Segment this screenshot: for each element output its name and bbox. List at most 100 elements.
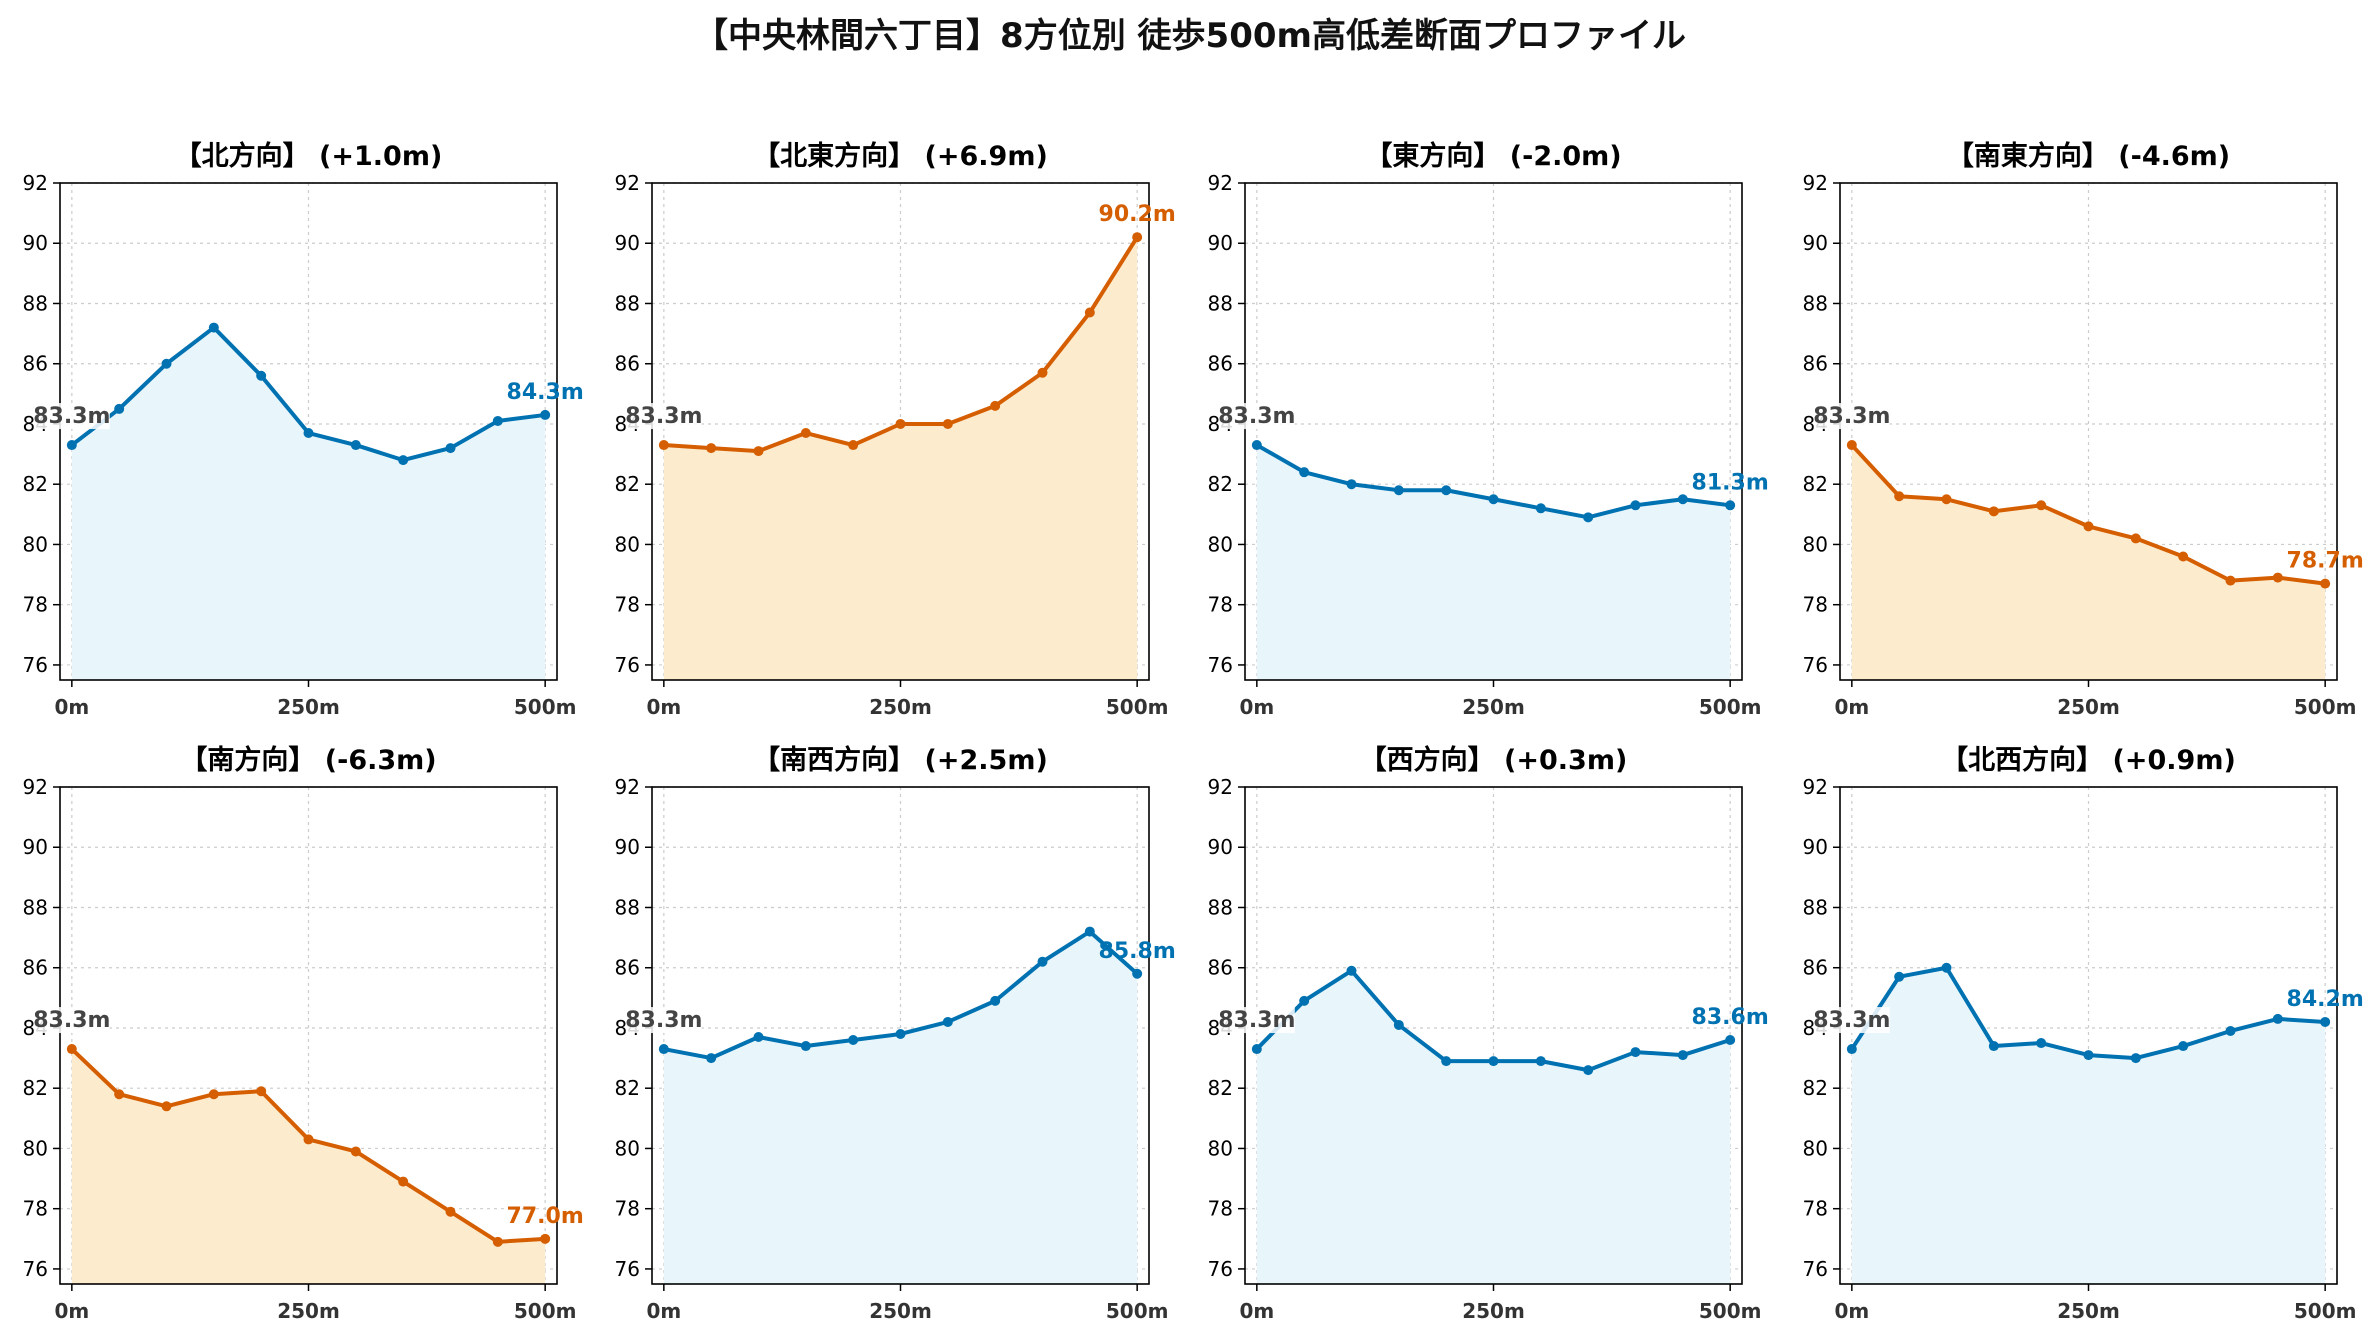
ytick-label: 82 <box>615 1076 640 1100</box>
elevation-point <box>1988 506 1999 517</box>
elevation-point <box>753 446 764 457</box>
elevation-point <box>2225 1025 2236 1036</box>
ytick-label: 92 <box>1803 171 1828 195</box>
elevation-point <box>706 1053 717 1064</box>
elevation-panel-0: 【北方向】 (+1.0m)7678808284868890920m250m500… <box>23 140 584 719</box>
elevation-area <box>71 327 546 680</box>
elevation-point <box>2225 575 2236 586</box>
elevation-point <box>2178 1041 2189 1052</box>
elevation-point <box>1846 440 1857 451</box>
ytick-label: 76 <box>1208 653 1233 677</box>
panel-title: 【南方向】 (-6.3m) <box>180 744 436 776</box>
panel-title: 【南東方向】 (-4.6m) <box>1947 140 2230 172</box>
elevation-point <box>1988 1041 1999 1052</box>
start-label-bg <box>625 403 702 430</box>
elevation-point <box>1037 956 1048 967</box>
ytick-label: 90 <box>23 835 48 859</box>
elevation-point <box>2036 1038 2047 1049</box>
ytick-label: 76 <box>615 1257 640 1281</box>
ytick-label: 82 <box>23 1076 48 1100</box>
elevation-point <box>2083 521 2094 532</box>
elevation-point <box>1846 1044 1857 1055</box>
ytick-label: 76 <box>1208 1257 1233 1281</box>
xtick-label: 500m <box>2294 1299 2357 1323</box>
xtick-label: 250m <box>869 695 932 719</box>
elevation-point <box>1535 503 1546 514</box>
elevation-point <box>753 1032 764 1043</box>
ytick-label: 80 <box>1803 532 1828 556</box>
start-label-bg <box>33 403 110 430</box>
ytick-label: 76 <box>1803 653 1828 677</box>
elevation-point <box>1084 307 1095 318</box>
xtick-label: 250m <box>869 1299 932 1323</box>
elevation-point <box>1251 440 1262 451</box>
elevation-point <box>990 995 1001 1006</box>
start-elevation-label: 83.3m <box>1813 404 1890 429</box>
start-label-bg <box>1813 1007 1890 1034</box>
ytick-label: 92 <box>1208 775 1233 799</box>
xtick-label: 500m <box>1699 1299 1762 1323</box>
ytick-label: 92 <box>1803 775 1828 799</box>
elevation-point <box>398 455 409 466</box>
ytick-label: 86 <box>1803 956 1828 980</box>
ytick-label: 88 <box>1803 291 1828 315</box>
ytick-label: 88 <box>1208 291 1233 315</box>
xtick-label: 500m <box>2294 695 2357 719</box>
elevation-area <box>1256 445 1731 680</box>
elevation-point <box>303 1134 314 1145</box>
start-elevation-label: 83.3m <box>625 1008 702 1033</box>
elevation-point <box>658 1044 669 1055</box>
ytick-label: 82 <box>1208 472 1233 496</box>
ytick-label: 78 <box>23 1197 48 1221</box>
elevation-point <box>2083 1050 2094 1061</box>
elevation-point <box>1441 1056 1452 1067</box>
ytick-label: 92 <box>615 775 640 799</box>
ytick-label: 86 <box>1803 352 1828 376</box>
elevation-point <box>161 358 172 369</box>
elevation-point <box>1132 968 1143 979</box>
elevation-area <box>1851 445 2326 680</box>
ytick-label: 86 <box>615 352 640 376</box>
end-elevation-label: 81.3m <box>1692 470 1769 495</box>
elevation-point <box>66 1044 77 1055</box>
elevation-point <box>1393 1019 1404 1030</box>
xtick-label: 0m <box>646 695 681 719</box>
end-elevation-label: 90.2m <box>1099 202 1176 227</box>
ytick-label: 90 <box>615 231 640 255</box>
elevation-point <box>1535 1056 1546 1067</box>
start-label-bg <box>1218 1007 1295 1034</box>
elevation-point <box>1677 494 1688 505</box>
ytick-label: 78 <box>615 1197 640 1221</box>
elevation-point <box>1941 962 1952 973</box>
start-elevation-label: 83.3m <box>625 404 702 429</box>
elevation-point <box>2320 578 2331 589</box>
elevation-point <box>445 1206 456 1217</box>
elevation-point <box>1894 971 1905 982</box>
xtick-label: 250m <box>1462 695 1525 719</box>
start-elevation-label: 83.3m <box>33 404 110 429</box>
elevation-point <box>2272 572 2283 583</box>
elevation-point <box>445 443 456 454</box>
ytick-label: 80 <box>615 532 640 556</box>
ytick-label: 88 <box>615 895 640 919</box>
elevation-area <box>1256 970 1731 1284</box>
elevation-panel-1: 【北東方向】 (+6.9m)7678808284868890920m250m50… <box>615 140 1176 719</box>
elevation-panel-2: 【東方向】 (-2.0m)7678808284868890920m250m500… <box>1208 140 1769 719</box>
xtick-label: 250m <box>2057 695 2120 719</box>
panel-title: 【西方向】 (+0.3m) <box>1360 744 1628 776</box>
ytick-label: 92 <box>615 171 640 195</box>
elevation-point <box>942 418 953 429</box>
xtick-label: 250m <box>1462 1299 1525 1323</box>
ytick-label: 90 <box>1208 231 1233 255</box>
ytick-label: 80 <box>1208 532 1233 556</box>
ytick-label: 88 <box>615 291 640 315</box>
xtick-label: 250m <box>2057 1299 2120 1323</box>
ytick-label: 92 <box>23 171 48 195</box>
elevation-point <box>1630 1047 1641 1058</box>
panel-title: 【北方向】 (+1.0m) <box>175 140 443 172</box>
elevation-point <box>2130 1053 2141 1064</box>
elevation-point <box>990 400 1001 411</box>
start-elevation-label: 83.3m <box>1218 1008 1295 1033</box>
ytick-label: 82 <box>23 472 48 496</box>
elevation-area <box>1851 967 2326 1284</box>
